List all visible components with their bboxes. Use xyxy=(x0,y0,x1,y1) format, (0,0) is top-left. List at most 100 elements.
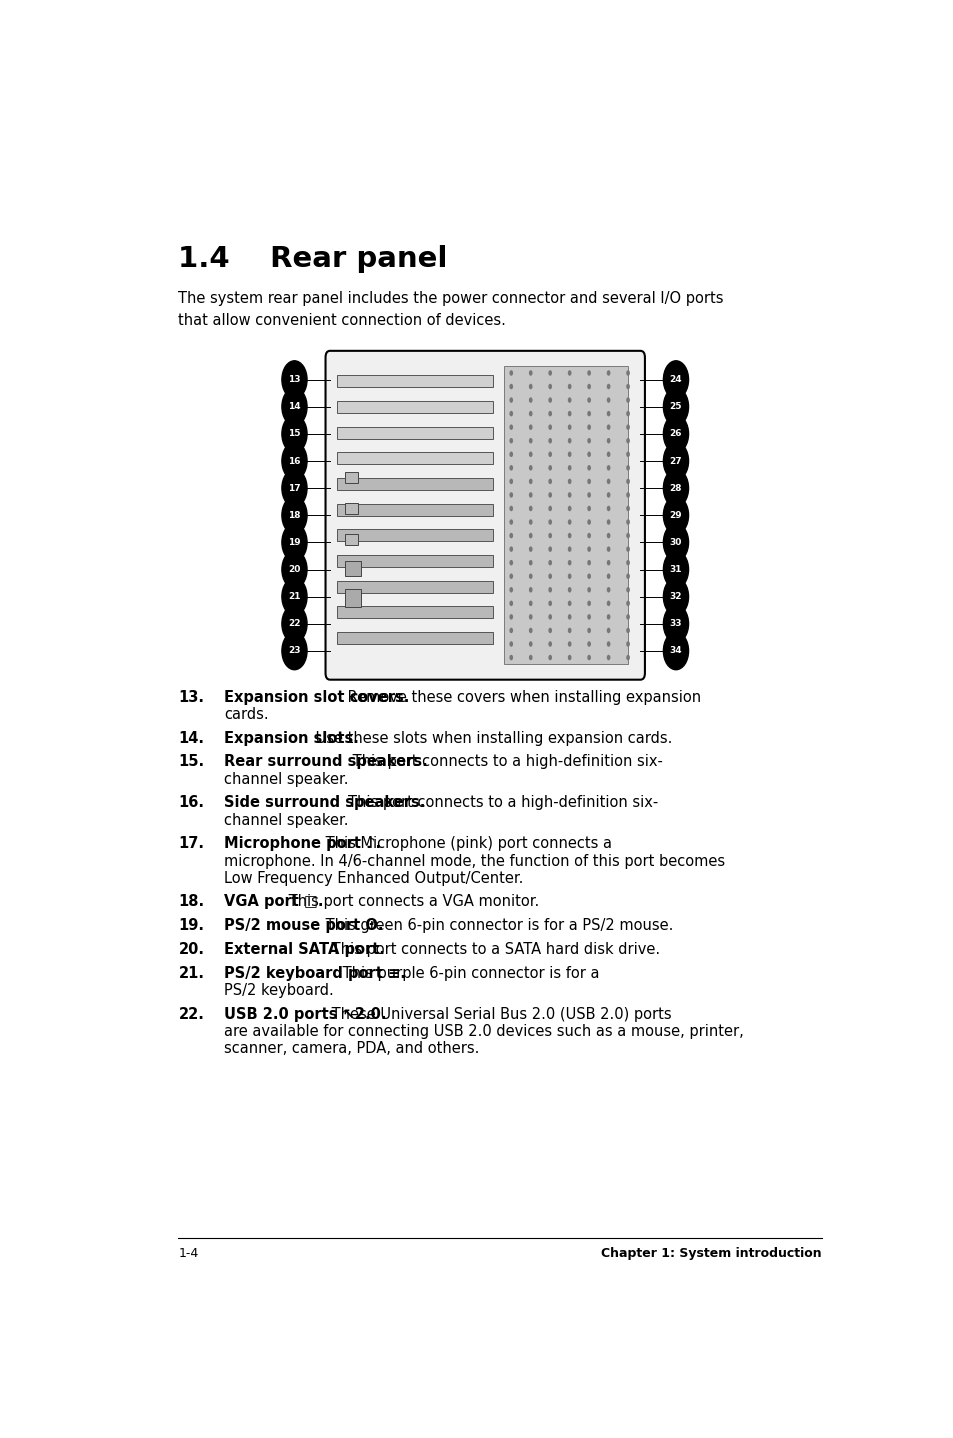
Circle shape xyxy=(625,574,629,580)
Circle shape xyxy=(509,559,513,565)
Circle shape xyxy=(625,546,629,552)
Circle shape xyxy=(567,559,571,565)
Circle shape xyxy=(625,384,629,390)
Circle shape xyxy=(282,388,307,426)
Bar xyxy=(337,427,492,439)
Circle shape xyxy=(606,492,610,498)
Circle shape xyxy=(625,533,629,538)
Circle shape xyxy=(509,587,513,592)
Circle shape xyxy=(528,370,532,375)
Text: 17: 17 xyxy=(288,483,300,493)
Circle shape xyxy=(587,601,590,605)
Circle shape xyxy=(509,452,513,457)
Circle shape xyxy=(625,424,629,430)
Text: 23: 23 xyxy=(288,647,300,656)
Text: PS/2 keyboard.: PS/2 keyboard. xyxy=(224,984,334,998)
Text: 31: 31 xyxy=(669,565,681,574)
Circle shape xyxy=(567,654,571,660)
Circle shape xyxy=(548,519,552,525)
Circle shape xyxy=(509,519,513,525)
Circle shape xyxy=(625,439,629,443)
Circle shape xyxy=(567,627,571,633)
Circle shape xyxy=(282,441,307,480)
Circle shape xyxy=(548,370,552,375)
Circle shape xyxy=(625,506,629,512)
Text: 34: 34 xyxy=(669,647,681,656)
Text: 1-4: 1-4 xyxy=(178,1247,198,1260)
Text: External SATA port.: External SATA port. xyxy=(224,942,385,958)
Circle shape xyxy=(606,397,610,403)
Circle shape xyxy=(606,424,610,430)
Circle shape xyxy=(528,533,532,538)
Circle shape xyxy=(509,492,513,498)
Circle shape xyxy=(282,605,307,643)
Circle shape xyxy=(509,397,513,403)
Text: This port connects to a high-definition six-: This port connects to a high-definition … xyxy=(348,795,658,811)
Circle shape xyxy=(587,654,590,660)
Text: 15.: 15. xyxy=(178,755,204,769)
Circle shape xyxy=(528,519,532,525)
Circle shape xyxy=(548,479,552,485)
Circle shape xyxy=(606,464,610,470)
Circle shape xyxy=(528,587,532,592)
Circle shape xyxy=(528,397,532,403)
Circle shape xyxy=(606,587,610,592)
Bar xyxy=(344,533,357,545)
Circle shape xyxy=(548,559,552,565)
Circle shape xyxy=(567,439,571,443)
Circle shape xyxy=(606,559,610,565)
Bar xyxy=(337,401,492,413)
Circle shape xyxy=(587,411,590,417)
Circle shape xyxy=(606,370,610,375)
Text: Microphone port ♪.: Microphone port ♪. xyxy=(224,837,381,851)
Circle shape xyxy=(509,439,513,443)
Circle shape xyxy=(548,587,552,592)
Text: 21: 21 xyxy=(288,592,300,601)
Circle shape xyxy=(662,523,688,561)
Circle shape xyxy=(625,464,629,470)
Circle shape xyxy=(548,601,552,605)
Text: 22: 22 xyxy=(288,620,300,628)
Circle shape xyxy=(625,370,629,375)
Text: 16.: 16. xyxy=(178,795,204,811)
Circle shape xyxy=(625,559,629,565)
FancyBboxPatch shape xyxy=(325,351,644,680)
Circle shape xyxy=(606,519,610,525)
Text: 20: 20 xyxy=(288,565,300,574)
Bar xyxy=(344,590,360,607)
Circle shape xyxy=(282,551,307,588)
Circle shape xyxy=(662,469,688,508)
Circle shape xyxy=(662,551,688,588)
Circle shape xyxy=(625,397,629,403)
Text: 33: 33 xyxy=(669,620,681,628)
Circle shape xyxy=(528,424,532,430)
Text: Rear surround speakers.: Rear surround speakers. xyxy=(224,755,428,769)
Text: 1.4    Rear panel: 1.4 Rear panel xyxy=(178,244,447,273)
Text: scanner, camera, PDA, and others.: scanner, camera, PDA, and others. xyxy=(224,1041,479,1055)
Circle shape xyxy=(548,654,552,660)
Circle shape xyxy=(548,492,552,498)
Text: These Universal Serial Bus 2.0 (USB 2.0) ports: These Universal Serial Bus 2.0 (USB 2.0)… xyxy=(327,1007,671,1022)
Circle shape xyxy=(567,506,571,512)
Circle shape xyxy=(662,633,688,670)
Text: 22.: 22. xyxy=(178,1007,204,1022)
Circle shape xyxy=(282,361,307,398)
Circle shape xyxy=(548,627,552,633)
Circle shape xyxy=(528,574,532,580)
Bar xyxy=(344,502,357,513)
Circle shape xyxy=(567,601,571,605)
Text: 30: 30 xyxy=(669,538,681,546)
Text: This green 6-pin connector is for a PS/2 mouse.: This green 6-pin connector is for a PS/2… xyxy=(321,919,673,933)
Circle shape xyxy=(548,574,552,580)
Circle shape xyxy=(509,627,513,633)
Text: 27: 27 xyxy=(669,456,681,466)
Circle shape xyxy=(587,627,590,633)
Text: 32: 32 xyxy=(669,592,681,601)
Circle shape xyxy=(625,654,629,660)
Circle shape xyxy=(625,492,629,498)
Circle shape xyxy=(509,464,513,470)
Circle shape xyxy=(587,464,590,470)
Text: 18: 18 xyxy=(288,510,300,519)
Text: channel speaker.: channel speaker. xyxy=(224,812,349,827)
Circle shape xyxy=(567,411,571,417)
